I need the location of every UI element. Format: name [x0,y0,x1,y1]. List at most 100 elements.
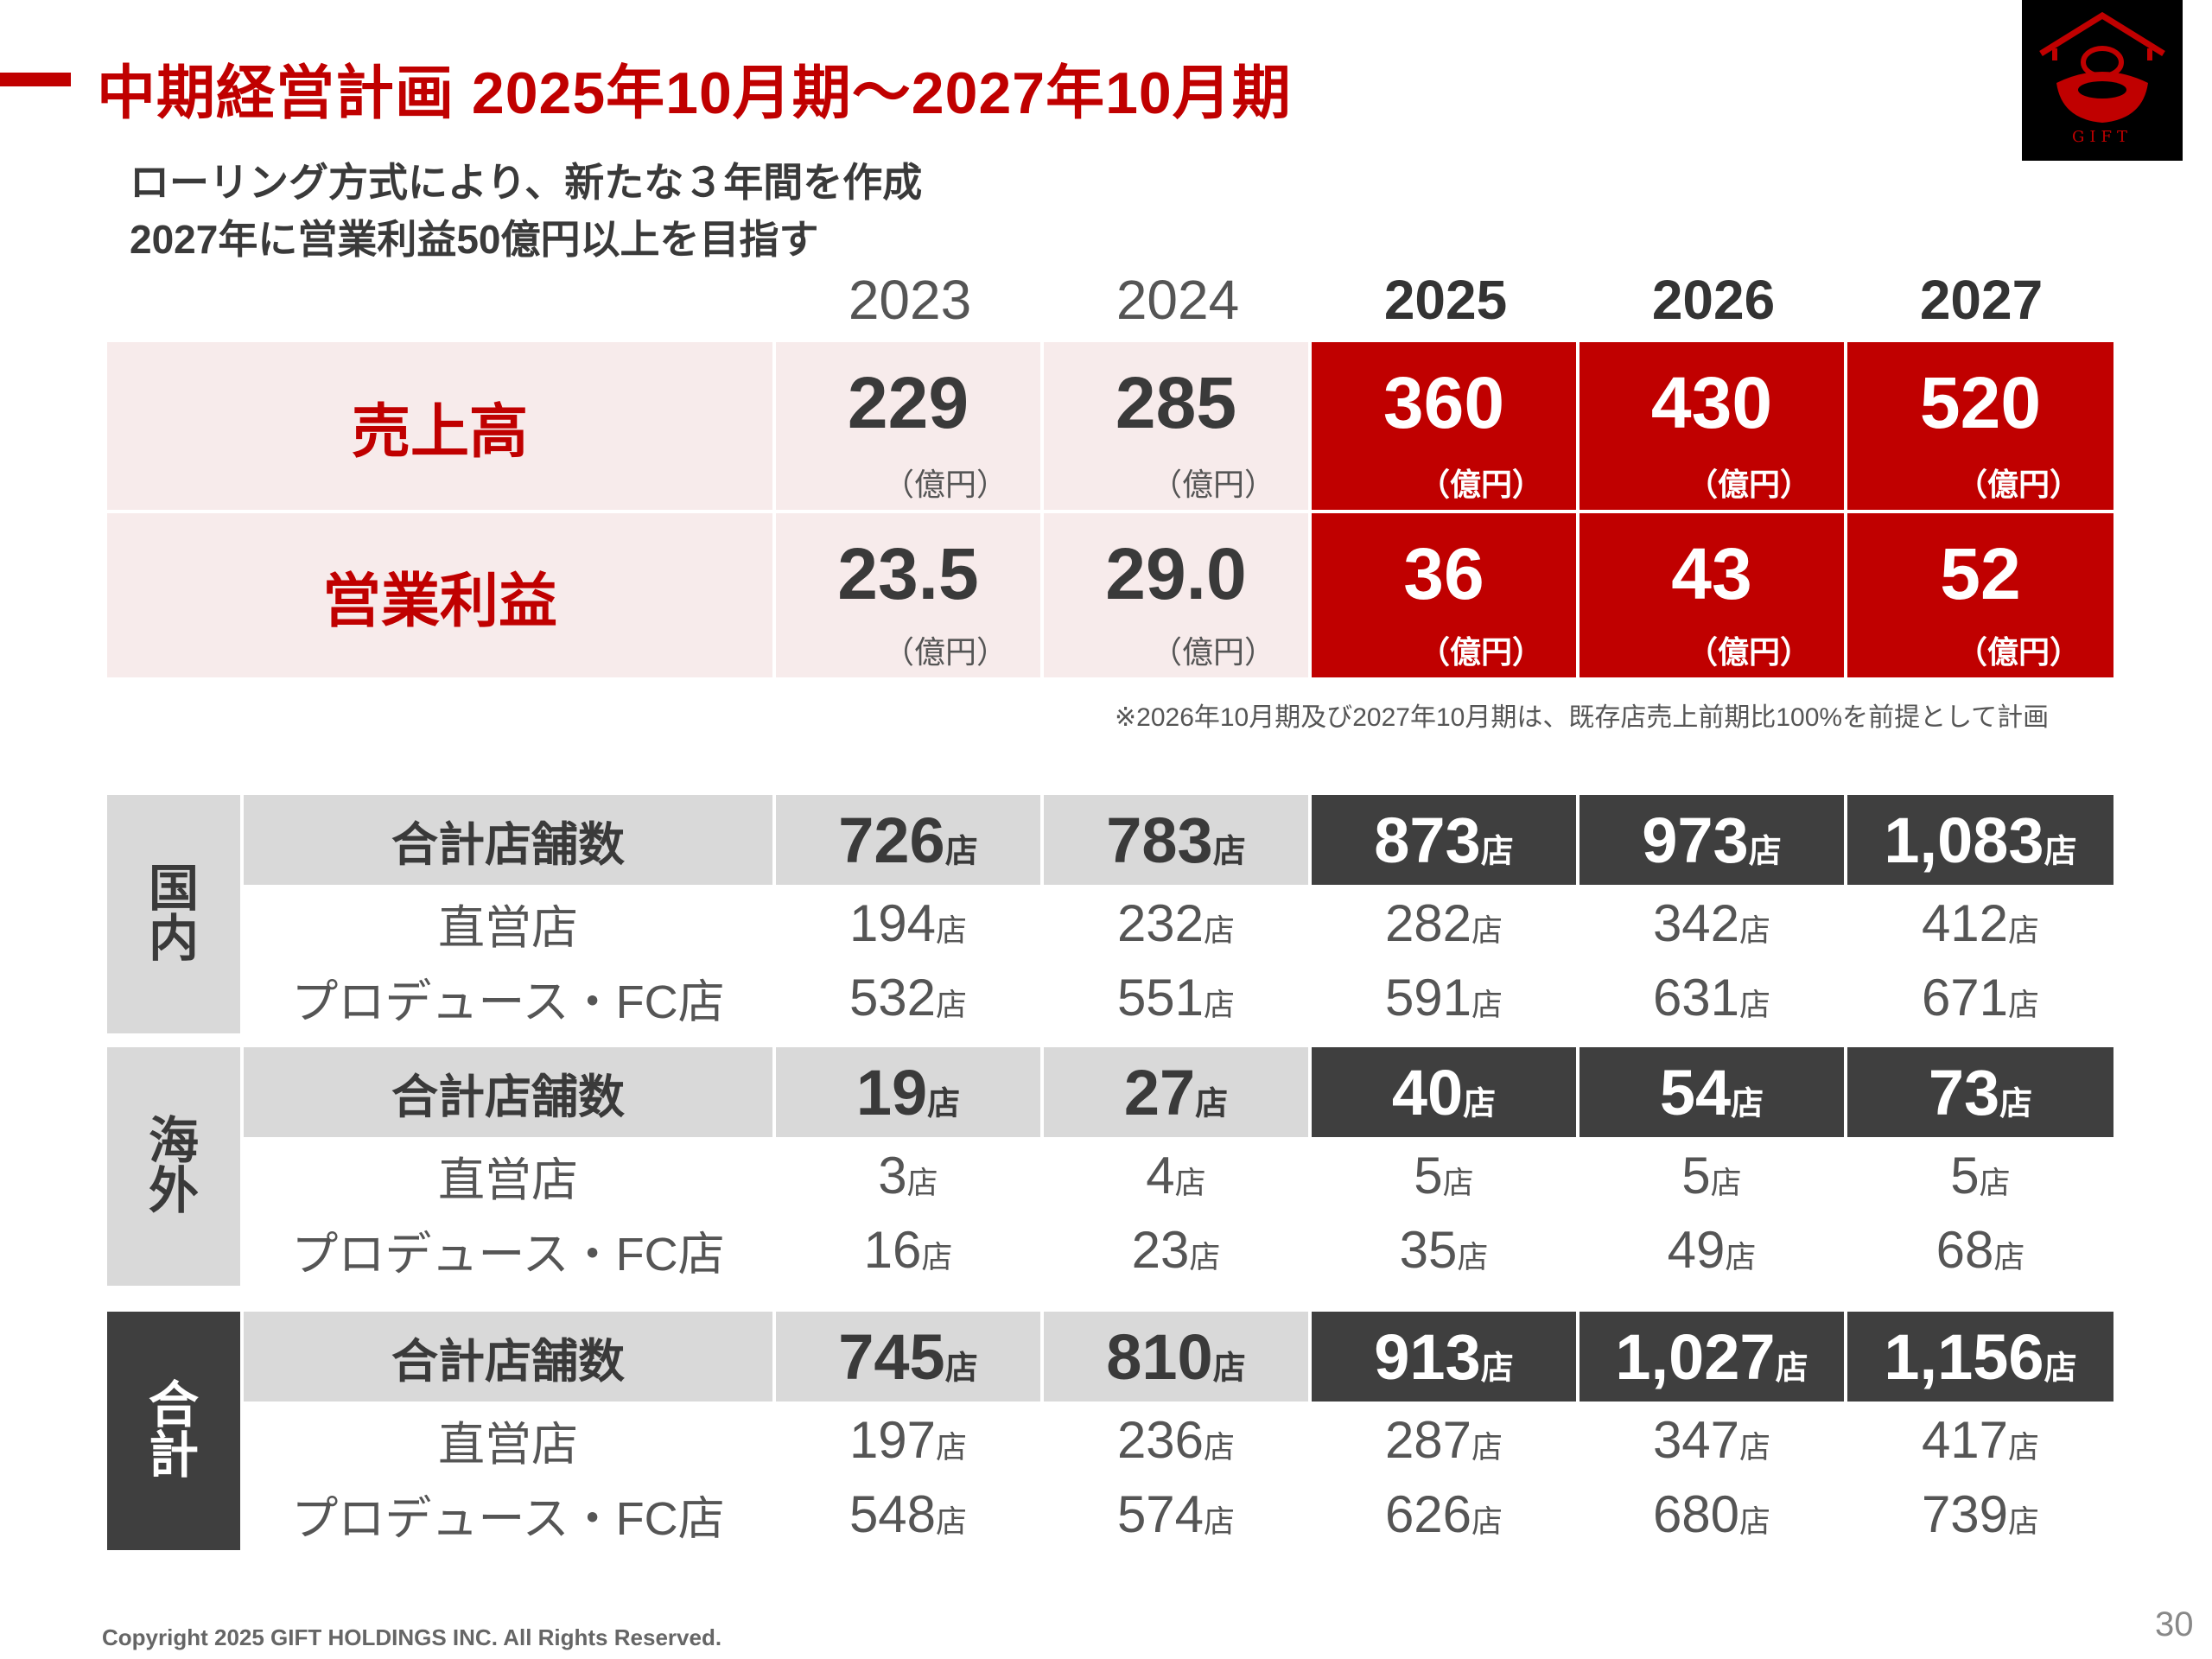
unit-label: （億円） [1686,634,1811,670]
store-unit: 店 [2008,1428,2040,1465]
year-header-2024: 2024 [1116,269,1240,331]
overseas-produce-fc-stores-2026: 49 店 [1580,1213,1844,1286]
store-count: 739 店 [1922,1484,2039,1544]
unit-label: （億円） [1418,634,1543,670]
count-value: 3 [878,1146,907,1205]
total-direct-stores-2023: 197 店 [776,1405,1040,1474]
store-count: 194 店 [849,893,967,953]
store-unit: 店 [1480,1350,1514,1387]
total-total-stores-2026: 1,027 店 [1580,1312,1844,1402]
count-value: 532 [849,968,937,1027]
store-unit: 店 [2008,986,2040,1022]
section-label-char: 外 [148,1163,199,1219]
overseas-total-stores-2023: 19 店 [776,1047,1040,1137]
row-label-produce-fc-stores: プロデュース・FC店 [291,1228,725,1281]
section-label-domestic: 国内 [107,795,240,1033]
store-unit: 店 [1999,1085,2033,1122]
count-value: 631 [1652,968,1740,1027]
store-count: 671 店 [1922,968,2039,1027]
store-unit: 店 [1471,986,1503,1022]
store-count: 54 店 [1660,1056,1764,1129]
section-label-char: 海 [148,1113,199,1169]
store-count: 913 店 [1374,1320,1513,1394]
store-unit: 店 [1471,1503,1503,1539]
store-unit: 店 [1748,833,1782,870]
row-label-direct-stores: 直営店 [438,901,578,954]
overseas-produce-fc-stores-2027: 68 店 [1847,1213,2113,1286]
domestic-produce-fc-stores-2024: 551 店 [1044,961,1308,1033]
count-value: 5 [1681,1146,1711,1205]
store-unit: 店 [1212,833,1246,870]
store-count: 1,083 店 [1884,804,2076,877]
title-accent-bar [0,73,71,86]
count-value: 49 [1667,1220,1726,1279]
total-direct-stores-2026: 347 店 [1580,1405,1844,1474]
count-value: 73 [1928,1056,2000,1128]
count-value: 347 [1652,1410,1740,1469]
store-unit: 店 [2008,912,2040,948]
count-value: 810 [1106,1320,1213,1393]
year-header-2027: 2027 [1919,269,2044,331]
store-unit: 店 [944,1350,978,1387]
store-count: 973 店 [1642,804,1781,877]
value: 29.0 [1105,533,1247,614]
store-unit: 店 [1480,833,1514,870]
store-count: 27 店 [1124,1056,1228,1129]
total-direct-stores-2024: 236 店 [1044,1405,1308,1474]
store-count: 412 店 [1922,893,2039,953]
store-count: 16 店 [864,1220,953,1280]
unit-label: （億円） [882,634,1007,670]
count-value: 54 [1659,1056,1732,1128]
count-value: 745 [838,1320,945,1393]
store-unit: 店 [936,912,968,948]
total-direct-stores-2025: 287 店 [1312,1405,1576,1474]
row-label-direct-stores: 直営店 [438,1154,578,1206]
footnote: ※2026年10月期及び2027年10月期は、既存店売上前期比100%を前提とし… [1115,703,2050,732]
copyright: Copyright 2025 GIFT HOLDINGS INC. All Ri… [102,1624,722,1650]
row-label-total-stores: 合計店舗数 [244,1312,772,1402]
value: 43 [1671,533,1752,614]
store-count: 73 店 [1929,1056,2032,1129]
unit-label: （億円） [1955,634,2081,670]
count-value: 726 [838,804,945,876]
count-value: 548 [849,1484,937,1543]
total-total-stores-2025: 913 店 [1312,1312,1576,1402]
value: 23.5 [837,533,979,614]
total-total-stores-2024: 810 店 [1044,1312,1308,1402]
value: 430 [1650,362,1773,443]
store-count: 626 店 [1385,1484,1503,1544]
store-count: 783 店 [1106,804,1245,877]
store-count: 417 店 [1922,1410,2039,1470]
store-count: 347 店 [1653,1410,1770,1470]
count-value: 342 [1652,893,1740,952]
total-total-stores-2027: 1,156 店 [1847,1312,2113,1402]
overseas-total-stores-2026: 54 店 [1580,1047,1844,1137]
store-count: 197 店 [849,1410,967,1470]
unit-label: （億円） [1150,467,1275,502]
page-number: 30 [2155,1605,2194,1643]
subtitle-line-1: ローリング方式により、新たな３年間を作成 [130,160,923,205]
count-value: 1,027 [1615,1320,1776,1393]
store-count: 591 店 [1385,968,1503,1027]
overseas-total-stores-2025: 40 店 [1312,1047,1576,1137]
value: 52 [1940,533,2021,614]
row-label-total-stores: 合計店舗数 [244,1047,772,1137]
count-value: 671 [1921,968,2009,1027]
sales-2024: 285 （億円） [1044,342,1308,510]
store-unit: 店 [1204,1503,1236,1539]
domestic-total-stores-2024: 783 店 [1044,795,1308,885]
store-count: 19 店 [856,1056,960,1129]
store-unit: 店 [1195,1085,1229,1122]
profit-2027: 52 （億円） [1847,513,2113,677]
store-unit: 店 [936,1503,968,1539]
store-count: 68 店 [1936,1220,2025,1280]
section-label-char: 合 [148,1377,199,1433]
store-unit: 店 [2044,833,2077,870]
